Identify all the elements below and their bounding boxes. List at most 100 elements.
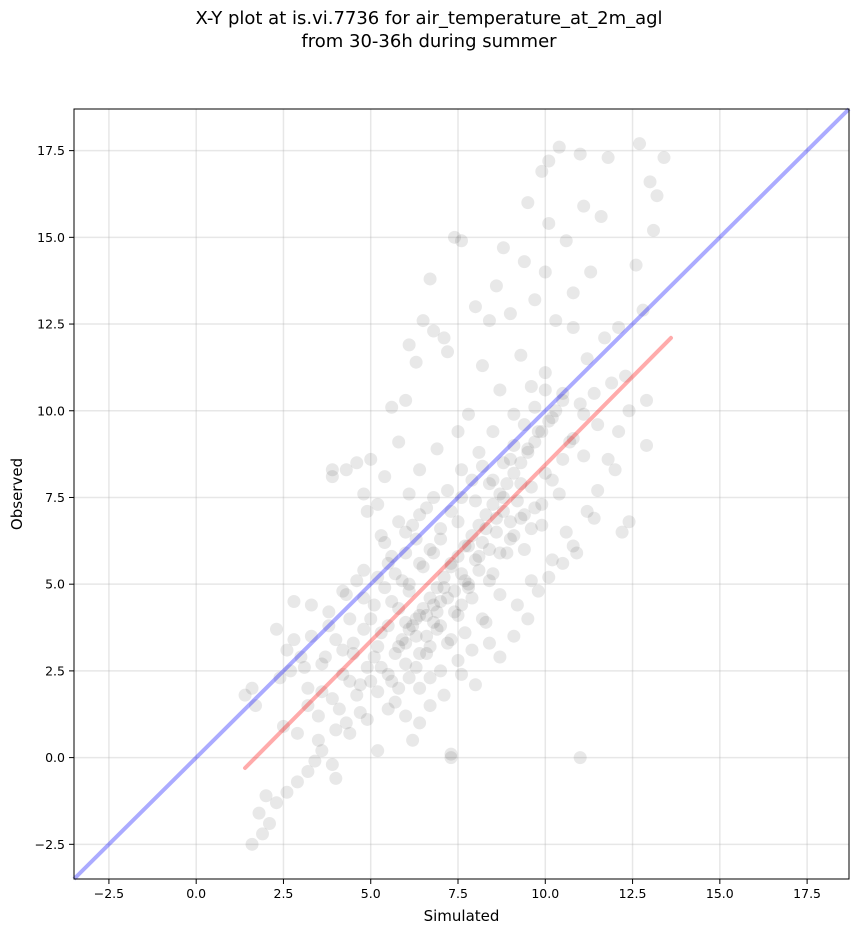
data-point — [413, 508, 427, 522]
x-tick-label: 12.5 — [619, 886, 647, 901]
data-point — [468, 678, 482, 692]
data-point — [343, 674, 357, 688]
data-point — [601, 151, 615, 165]
data-point — [475, 359, 489, 373]
x-tick-label: 10.0 — [531, 886, 559, 901]
y-tick-label: 0.0 — [45, 750, 65, 765]
data-point — [535, 497, 549, 511]
grid-lines — [74, 109, 849, 879]
data-point — [577, 449, 591, 463]
data-point — [542, 216, 556, 230]
data-point — [413, 716, 427, 730]
y-tick-label: 2.5 — [45, 663, 65, 678]
data-point — [455, 463, 468, 477]
x-tick-label: 5.0 — [361, 886, 381, 901]
data-point — [496, 504, 510, 518]
data-point — [563, 435, 577, 449]
data-point — [409, 532, 423, 546]
data-point — [535, 164, 549, 178]
x-tick-label: 0.0 — [186, 886, 206, 901]
data-point — [388, 567, 402, 581]
data-point — [371, 570, 385, 584]
data-point — [357, 622, 371, 636]
data-point — [434, 522, 448, 536]
data-point — [455, 234, 468, 248]
data-point — [430, 622, 444, 636]
data-point — [455, 490, 468, 504]
data-point — [542, 570, 556, 584]
data-point — [587, 386, 601, 400]
data-point — [381, 667, 395, 681]
data-point — [343, 612, 357, 626]
data-point — [269, 796, 283, 810]
data-point — [458, 574, 472, 588]
data-point — [423, 671, 437, 685]
data-point — [434, 664, 448, 678]
data-point — [427, 546, 441, 560]
data-point — [479, 508, 493, 522]
data-point — [542, 154, 556, 168]
data-point — [493, 487, 507, 501]
data-point — [276, 719, 290, 733]
data-point — [524, 574, 538, 588]
data-point — [336, 584, 350, 598]
data-point — [413, 556, 427, 570]
data-point — [577, 199, 591, 213]
data-point — [643, 175, 657, 189]
data-point — [507, 438, 521, 452]
data-point — [427, 324, 441, 338]
data-point — [245, 837, 259, 851]
data-point — [493, 546, 507, 560]
data-point — [455, 667, 468, 681]
data-point — [622, 404, 636, 418]
data-point — [357, 563, 371, 577]
data-point — [423, 640, 437, 654]
data-point — [444, 633, 458, 647]
data-point — [580, 504, 594, 518]
data-point — [304, 629, 318, 643]
data-point — [444, 556, 458, 570]
data-point — [294, 650, 308, 664]
data-point — [475, 459, 489, 473]
data-point — [535, 425, 549, 439]
data-point — [371, 497, 385, 511]
data-point — [542, 414, 556, 428]
data-point — [364, 674, 378, 688]
data-point — [399, 636, 413, 650]
data-point — [573, 147, 587, 161]
data-point — [535, 518, 549, 532]
data-point — [448, 605, 462, 619]
data-point — [322, 605, 336, 619]
y-tick-label: 7.5 — [45, 490, 65, 505]
y-tick-label: 17.5 — [37, 143, 65, 158]
data-point — [598, 331, 612, 345]
data-point — [427, 490, 441, 504]
data-point — [339, 588, 353, 602]
data-point — [416, 560, 430, 574]
data-point — [308, 754, 322, 768]
data-point — [280, 785, 294, 799]
data-point — [559, 234, 573, 248]
data-point — [343, 726, 357, 740]
chart-title-line-1: X-Y plot at is.vi.7736 for air_temperatu… — [195, 8, 663, 29]
data-point — [524, 522, 538, 536]
data-point — [437, 581, 451, 595]
data-point — [413, 463, 427, 477]
data-point — [350, 688, 364, 702]
data-point — [566, 539, 580, 553]
data-point — [503, 307, 517, 321]
data-point — [350, 456, 364, 470]
data-point — [402, 671, 416, 685]
data-point — [465, 529, 479, 543]
data-point — [458, 626, 472, 640]
data-point — [538, 366, 552, 380]
data-point — [605, 376, 619, 390]
data-point — [566, 286, 580, 300]
data-point — [640, 393, 654, 407]
data-point — [448, 584, 462, 598]
data-point — [311, 709, 325, 723]
data-point — [371, 685, 385, 699]
data-point — [521, 196, 535, 210]
data-point — [346, 636, 360, 650]
data-point — [503, 515, 517, 529]
